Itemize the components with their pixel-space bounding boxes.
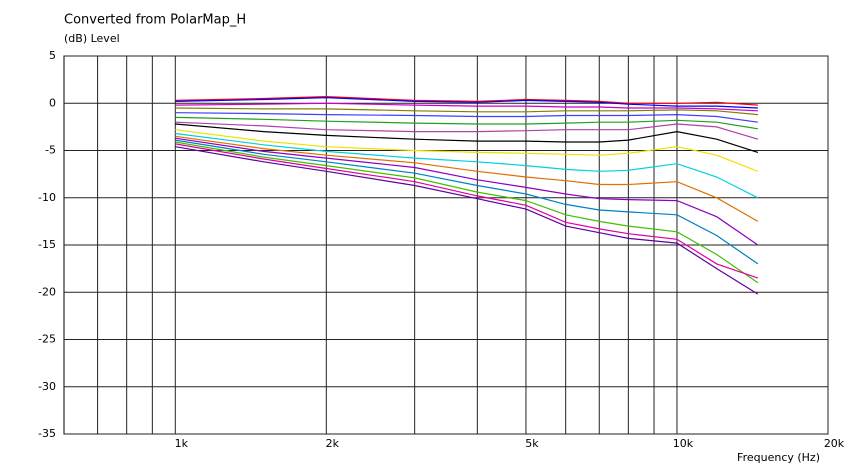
series-line	[175, 135, 759, 222]
x-tick-label: 1k	[175, 437, 189, 450]
series-line	[175, 121, 759, 140]
series-line	[175, 143, 759, 279]
chart-title: Converted from PolarMap_H	[64, 13, 246, 28]
x-tick-label: 5k	[525, 437, 539, 450]
y-tick-label: -35	[38, 427, 56, 440]
series-line	[175, 112, 758, 123]
series-line	[175, 116, 758, 130]
series-line	[175, 123, 759, 153]
y-tick-label: 5	[49, 49, 56, 62]
y-tick-label: -20	[38, 285, 56, 298]
x-tick-label: 10k	[673, 437, 694, 450]
series-line	[175, 146, 759, 295]
y-tick-label: -5	[45, 144, 56, 157]
y-tick-label: -25	[38, 333, 56, 346]
y-tick-label: -15	[38, 238, 56, 251]
y-tick-label: -10	[38, 191, 56, 204]
series-line	[175, 129, 759, 172]
series-line	[175, 137, 759, 246]
x-tick-label: 20k	[824, 437, 844, 450]
series-line	[175, 139, 759, 265]
series-line	[175, 132, 759, 199]
series-line	[175, 95, 758, 106]
x-axis-label: Frequency (Hz)	[737, 451, 820, 464]
series-line	[175, 96, 758, 109]
series-line	[175, 107, 758, 116]
series-line	[175, 141, 759, 284]
y-axis-label: (dB) Level	[64, 32, 120, 45]
series-line	[175, 102, 758, 112]
y-tick-label: -30	[38, 380, 56, 393]
x-tick-label: 2k	[326, 437, 340, 450]
y-tick-label: 0	[49, 96, 56, 109]
